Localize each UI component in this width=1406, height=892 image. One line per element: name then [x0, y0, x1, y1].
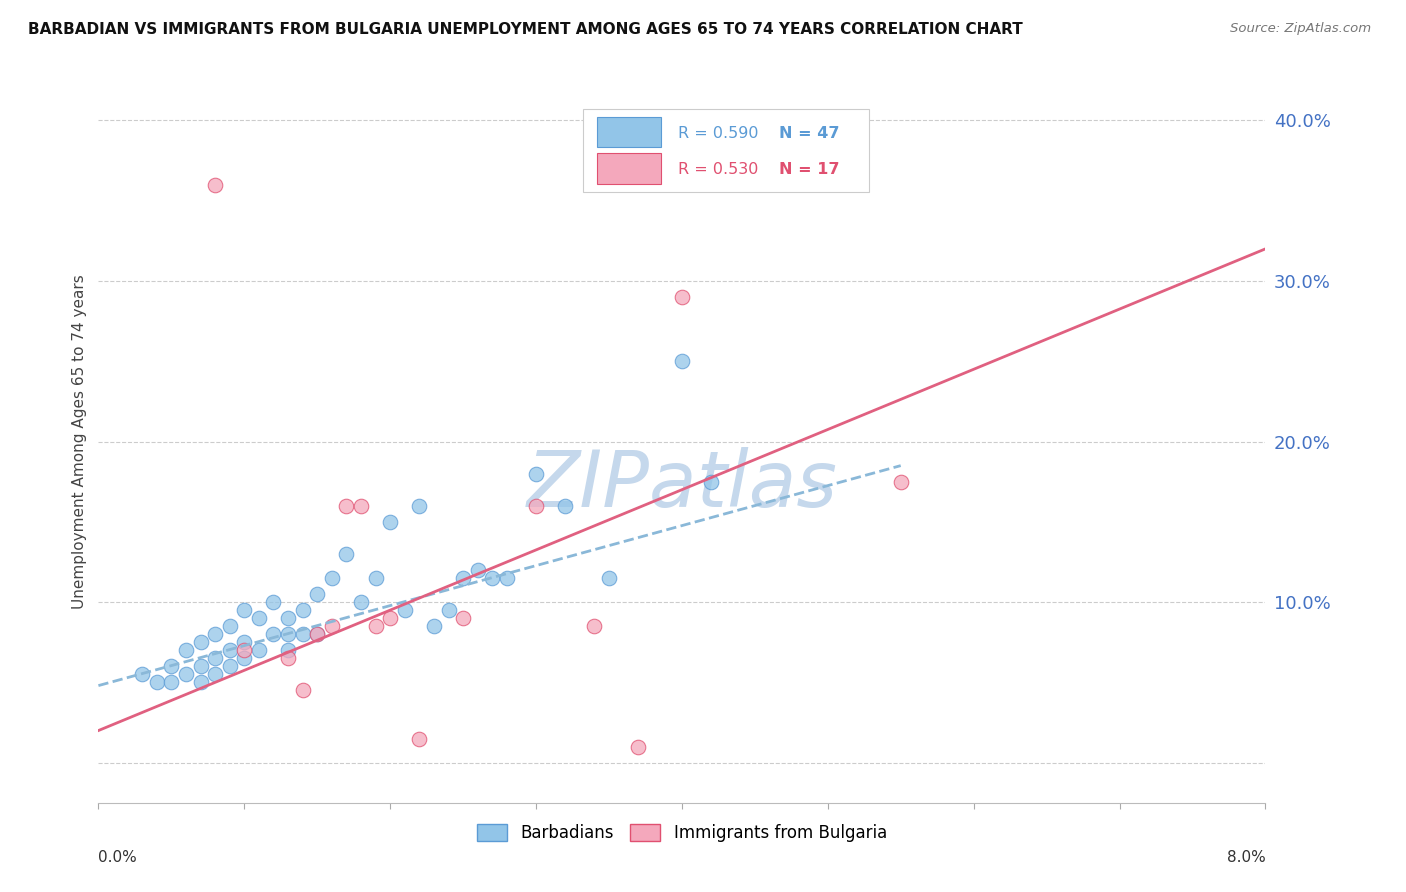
Point — [408, 731, 430, 746]
Point — [335, 499, 357, 513]
Point — [364, 571, 387, 585]
Point — [262, 595, 284, 609]
Point — [307, 627, 329, 641]
Point — [321, 619, 343, 633]
Point — [204, 627, 226, 641]
Point — [190, 635, 212, 649]
Point — [350, 595, 373, 609]
Point — [174, 643, 197, 657]
Text: 0.0%: 0.0% — [98, 850, 138, 864]
Point — [247, 611, 270, 625]
Point — [233, 643, 256, 657]
Point — [190, 675, 212, 690]
Point — [598, 571, 620, 585]
Point — [380, 515, 402, 529]
Point — [583, 619, 606, 633]
Point — [291, 603, 314, 617]
Text: 8.0%: 8.0% — [1226, 850, 1265, 864]
Point — [700, 475, 723, 489]
Text: N = 17: N = 17 — [779, 161, 839, 177]
Point — [277, 643, 299, 657]
FancyBboxPatch shape — [596, 117, 661, 147]
Point — [524, 467, 547, 481]
Point — [364, 619, 387, 633]
Y-axis label: Unemployment Among Ages 65 to 74 years: Unemployment Among Ages 65 to 74 years — [72, 274, 87, 609]
Point — [218, 643, 240, 657]
Text: BARBADIAN VS IMMIGRANTS FROM BULGARIA UNEMPLOYMENT AMONG AGES 65 TO 74 YEARS COR: BARBADIAN VS IMMIGRANTS FROM BULGARIA UN… — [28, 22, 1024, 37]
Point — [277, 611, 299, 625]
Point — [481, 571, 503, 585]
Point — [218, 659, 240, 673]
Point — [204, 667, 226, 681]
Point — [554, 499, 576, 513]
Point — [408, 499, 430, 513]
Point — [394, 603, 416, 617]
Point — [233, 635, 256, 649]
Point — [671, 290, 693, 304]
Point — [423, 619, 446, 633]
Point — [247, 643, 270, 657]
Text: R = 0.530: R = 0.530 — [679, 161, 759, 177]
Point — [496, 571, 519, 585]
Text: ZIPatlas: ZIPatlas — [526, 447, 838, 523]
Point — [190, 659, 212, 673]
Point — [307, 627, 329, 641]
Point — [277, 651, 299, 665]
Point — [451, 611, 474, 625]
Point — [218, 619, 240, 633]
Point — [204, 178, 226, 192]
Point — [307, 587, 329, 601]
Point — [262, 627, 284, 641]
Text: Source: ZipAtlas.com: Source: ZipAtlas.com — [1230, 22, 1371, 36]
Point — [174, 667, 197, 681]
Point — [467, 563, 489, 577]
Point — [335, 547, 357, 561]
Point — [204, 651, 226, 665]
Point — [380, 611, 402, 625]
Point — [146, 675, 169, 690]
Point — [321, 571, 343, 585]
Point — [277, 627, 299, 641]
FancyBboxPatch shape — [582, 109, 869, 193]
Point — [524, 499, 547, 513]
Point — [437, 603, 460, 617]
Point — [451, 571, 474, 585]
Point — [291, 627, 314, 641]
Point — [350, 499, 373, 513]
Text: R = 0.590: R = 0.590 — [679, 126, 759, 141]
Point — [627, 739, 650, 754]
Point — [233, 603, 256, 617]
Point — [160, 675, 183, 690]
FancyBboxPatch shape — [596, 153, 661, 184]
Point — [291, 683, 314, 698]
Point — [890, 475, 912, 489]
Legend: Barbadians, Immigrants from Bulgaria: Barbadians, Immigrants from Bulgaria — [470, 817, 894, 848]
Point — [160, 659, 183, 673]
Text: N = 47: N = 47 — [779, 126, 839, 141]
Point — [233, 651, 256, 665]
Point — [671, 354, 693, 368]
Point — [131, 667, 153, 681]
